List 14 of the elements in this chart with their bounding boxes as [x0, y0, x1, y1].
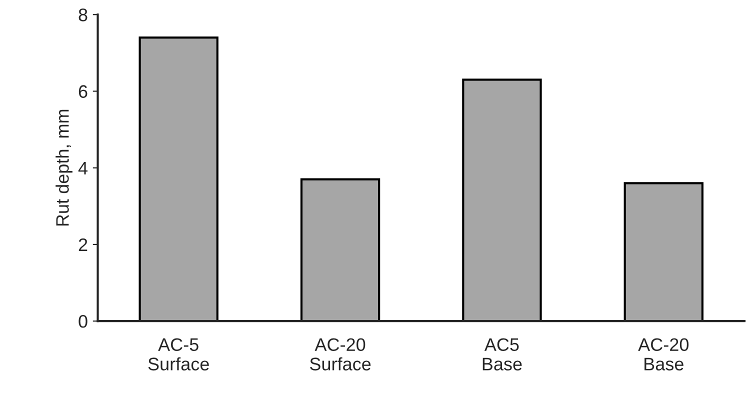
x-tick-label: AC-5 Surface	[148, 338, 209, 370]
bar	[624, 182, 704, 322]
x-tick-label: AC-20 Base	[638, 338, 689, 370]
y-tick-label: 2	[78, 238, 88, 252]
y-tick-label: 6	[78, 85, 88, 98]
y-tick-label: 0	[78, 315, 88, 328]
bar	[300, 178, 380, 322]
y-axis-title: Rut depth, mm	[56, 110, 72, 226]
y-tick-label: 8	[78, 8, 88, 22]
x-tick-label: AC-20 Surface	[310, 338, 371, 370]
x-tick-label: AC5 Base	[482, 338, 522, 370]
y-tick-label: 4	[78, 162, 88, 174]
bar	[138, 36, 218, 322]
bar	[462, 78, 542, 322]
